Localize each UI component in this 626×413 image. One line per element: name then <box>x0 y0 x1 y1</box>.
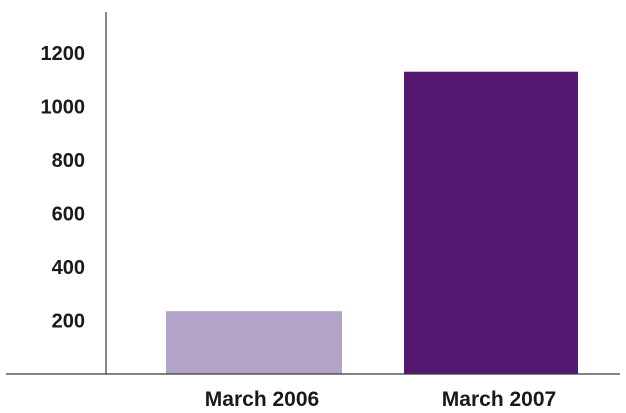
y-tick-label: 1200 <box>41 43 86 65</box>
y-tick-label: 400 <box>52 257 85 279</box>
x-axis-categories: March 2006 March 2007 <box>205 388 556 411</box>
bar-march-2007 <box>404 71 578 374</box>
y-axis-ticks: 200 400 600 800 1000 1200 <box>41 43 86 333</box>
x-category-label: March 2006 <box>205 388 319 411</box>
bars-group <box>166 71 578 374</box>
x-category-label: March 2007 <box>442 388 556 411</box>
y-tick-label: 800 <box>52 150 85 172</box>
y-tick-label: 1000 <box>41 97 86 119</box>
y-tick-label: 200 <box>52 311 85 333</box>
bar-march-2006 <box>166 311 342 374</box>
y-tick-label: 600 <box>52 204 85 226</box>
